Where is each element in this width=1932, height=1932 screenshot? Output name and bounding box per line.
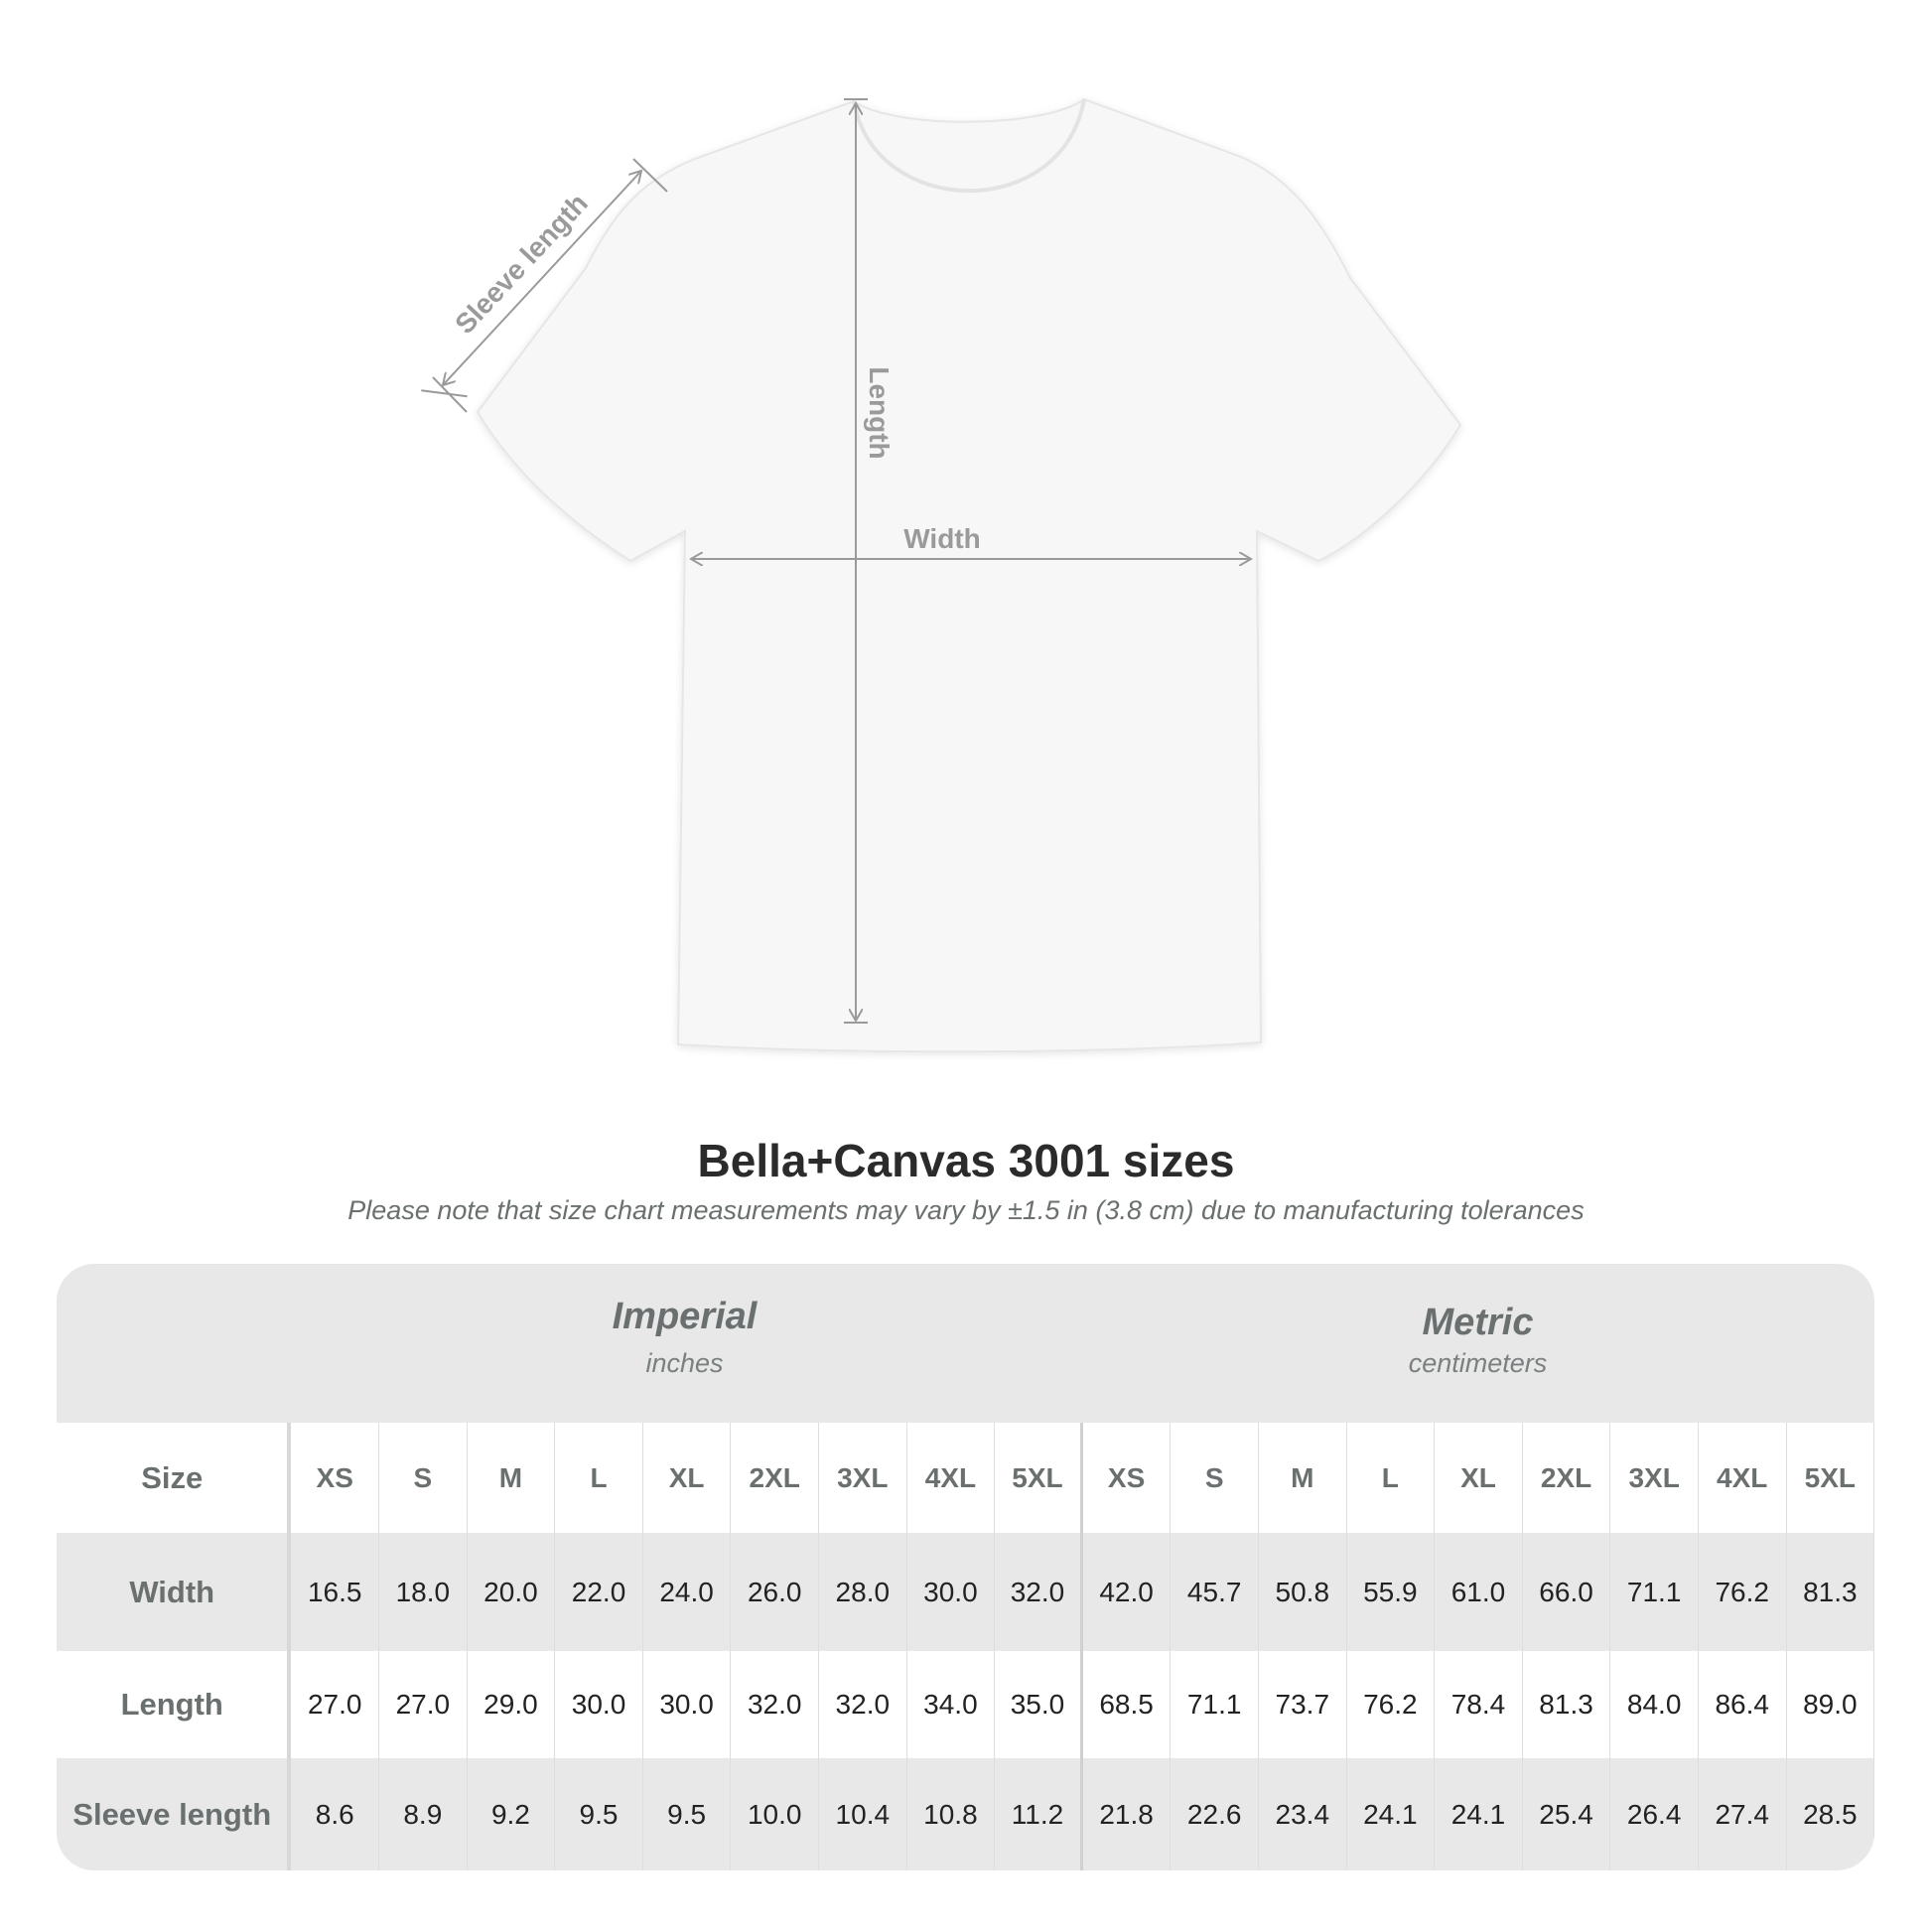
- imperial-value-cell: 30.0: [907, 1533, 996, 1651]
- imperial-value-cell: 27.0: [291, 1651, 380, 1758]
- metric-value-cell: 61.0: [1435, 1533, 1523, 1651]
- size-header-cell: 2XL: [731, 1423, 819, 1533]
- imperial-value-cell: 10.0: [731, 1758, 819, 1870]
- metric-value-cell: 68.5: [1083, 1651, 1172, 1758]
- metric-unit: centimeters: [1408, 1348, 1548, 1378]
- size-header-cell: M: [1259, 1423, 1347, 1533]
- metric-value-cell: 84.0: [1610, 1651, 1699, 1758]
- metric-value-cell: 23.4: [1259, 1758, 1347, 1870]
- metric-value-cell: 45.7: [1171, 1533, 1259, 1651]
- imperial-value-cell: 11.2: [995, 1758, 1083, 1870]
- size-header-cell: 5XL: [995, 1423, 1083, 1533]
- size-header-cell: XL: [643, 1423, 732, 1533]
- imperial-unit: inches: [645, 1348, 724, 1378]
- imperial-value-cell: 32.0: [995, 1533, 1083, 1651]
- imperial-value-cell: 35.0: [995, 1651, 1083, 1758]
- size-header-cell: 5XL: [1787, 1423, 1874, 1533]
- imperial-value-cell: 30.0: [643, 1651, 732, 1758]
- unit-header: Imperial inches Metric centimeters: [57, 1264, 1874, 1423]
- row-label: Length: [57, 1651, 292, 1758]
- metric-value-cell: 55.9: [1347, 1533, 1436, 1651]
- metric-value-cell: 21.8: [1083, 1758, 1172, 1870]
- metric-value-cell: 24.1: [1435, 1758, 1523, 1870]
- size-header-cell: 3XL: [1610, 1423, 1699, 1533]
- imperial-header: Imperial inches: [288, 1264, 1081, 1379]
- imperial-value-cell: 8.9: [379, 1758, 468, 1870]
- metric-value-cell: 27.4: [1699, 1758, 1787, 1870]
- imperial-value-cell: 27.0: [379, 1651, 468, 1758]
- size-header-cell: S: [1171, 1423, 1259, 1533]
- collar: [852, 98, 1086, 193]
- metric-value-cell: 86.4: [1699, 1651, 1787, 1758]
- metric-value-cell: 66.0: [1523, 1533, 1611, 1651]
- imperial-value-cell: 28.0: [819, 1533, 907, 1651]
- size-header-cell: 3XL: [819, 1423, 907, 1533]
- metric-value-cell: 22.6: [1171, 1758, 1259, 1870]
- size-header-cell: 4XL: [907, 1423, 996, 1533]
- metric-value-cell: 28.5: [1787, 1758, 1874, 1870]
- size-header-cell: XS: [1083, 1423, 1172, 1533]
- row-label: Size: [57, 1423, 292, 1533]
- imperial-value-cell: 32.0: [731, 1651, 819, 1758]
- size-header-cell: XS: [291, 1423, 380, 1533]
- imperial-value-cell: 30.0: [555, 1651, 643, 1758]
- imperial-value-cell: 24.0: [643, 1533, 732, 1651]
- size-header-cell: L: [1347, 1423, 1436, 1533]
- tolerance-note: Please note that size chart measurements…: [347, 1195, 1585, 1225]
- imperial-value-cell: 8.6: [291, 1758, 380, 1870]
- metric-value-cell: 50.8: [1259, 1533, 1347, 1651]
- metric-value-cell: 25.4: [1523, 1758, 1611, 1870]
- width-measure: Width: [691, 523, 1251, 559]
- size-header-cell: 4XL: [1699, 1423, 1787, 1533]
- imperial-value-cell: 22.0: [555, 1533, 643, 1651]
- metric-value-cell: 81.3: [1523, 1651, 1611, 1758]
- metric-value-cell: 42.0: [1083, 1533, 1172, 1651]
- metric-value-cell: 26.4: [1610, 1758, 1699, 1870]
- length-measure: Length: [844, 98, 895, 1024]
- size-header-row: Size XS S M L XL 2XL 3XL 4XL 5XL XS S M L XL 2XL 3XL 4XL 5…: [57, 1423, 1874, 1533]
- size-header-cell: L: [555, 1423, 643, 1533]
- imperial-value-cell: 10.4: [819, 1758, 907, 1870]
- size-header-cell: 2XL: [1523, 1423, 1611, 1533]
- width-label: Width: [903, 523, 981, 554]
- metric-value-cell: 24.1: [1347, 1758, 1436, 1870]
- imperial-value-cell: 9.5: [555, 1758, 643, 1870]
- size-header-cell: XL: [1435, 1423, 1523, 1533]
- length-label: Length: [864, 366, 895, 459]
- size-header-cell: S: [379, 1423, 468, 1533]
- imperial-value-cell: 9.5: [643, 1758, 732, 1870]
- table-row: Length 27.0 27.0 29.0 30.0 30.0 32.0 32.0 34.0 35…: [57, 1651, 1874, 1758]
- metric-value-cell: 71.1: [1171, 1651, 1259, 1758]
- metric-value-cell: 89.0: [1787, 1651, 1874, 1758]
- imperial-value-cell: 34.0: [907, 1651, 996, 1758]
- metric-value-cell: 76.2: [1699, 1533, 1787, 1651]
- imperial-value-cell: 16.5: [291, 1533, 380, 1651]
- metric-value-cell: 73.7: [1259, 1651, 1347, 1758]
- imperial-value-cell: 10.8: [907, 1758, 996, 1870]
- imperial-value-cell: 18.0: [379, 1533, 468, 1651]
- tshirt-shape: [476, 97, 1462, 1053]
- table-row: Width 16.5 18.0 20.0 22.0 24.0 26.0 28.0 30.0 32.…: [57, 1533, 1874, 1651]
- metric-value-cell: 76.2: [1347, 1651, 1436, 1758]
- table-row: Sleeve length 8.6 8.9 9.2 9.5 9.5 10.0 10.4 10.8…: [57, 1758, 1874, 1870]
- metric-header: Metric centimeters: [1081, 1264, 1874, 1379]
- imperial-title: Imperial: [612, 1296, 758, 1337]
- row-label: Sleeve length: [57, 1758, 292, 1870]
- imperial-value-cell: 20.0: [468, 1533, 556, 1651]
- imperial-value-cell: 26.0: [731, 1533, 819, 1651]
- tshirt-measurement-diagram: Length Width Sleeve length: [421, 97, 1462, 1053]
- imperial-value-cell: 32.0: [819, 1651, 907, 1758]
- imperial-value-cell: 9.2: [468, 1758, 556, 1870]
- imperial-value-cell: 29.0: [468, 1651, 556, 1758]
- size-header-cell: M: [468, 1423, 556, 1533]
- row-label: Width: [57, 1533, 292, 1651]
- size-table: Imperial inches Metric centimeters Size X…: [57, 1264, 1874, 1870]
- metric-value-cell: 71.1: [1610, 1533, 1699, 1651]
- metric-title: Metric: [1422, 1302, 1534, 1343]
- metric-value-cell: 81.3: [1787, 1533, 1874, 1651]
- chart-title: Bella+Canvas 3001 sizes: [697, 1135, 1235, 1186]
- metric-value-cell: 78.4: [1435, 1651, 1523, 1758]
